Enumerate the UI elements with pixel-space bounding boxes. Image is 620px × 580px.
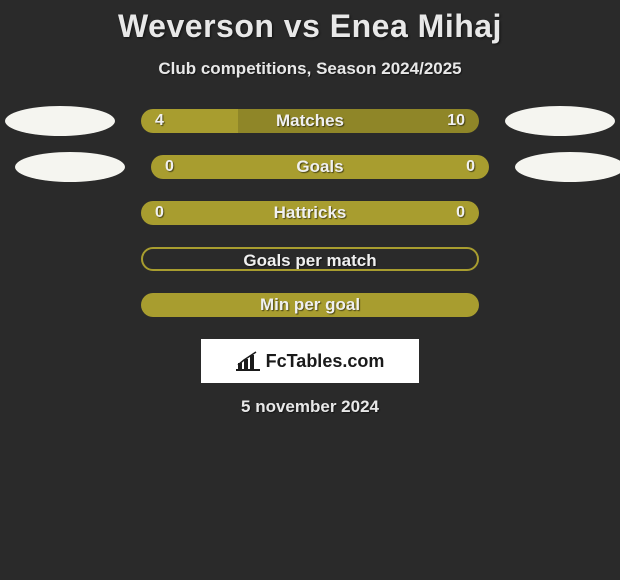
barchart-icon bbox=[236, 351, 260, 371]
stat-row: Min per goal bbox=[0, 293, 620, 317]
spacer bbox=[5, 244, 115, 274]
stat-row: 00Hattricks bbox=[0, 201, 620, 225]
stat-label: Goals bbox=[151, 155, 489, 179]
page-title: Weverson vs Enea Mihaj bbox=[0, 8, 620, 45]
spacer bbox=[505, 198, 615, 228]
stat-label: Min per goal bbox=[141, 293, 479, 317]
stat-label: Hattricks bbox=[141, 201, 479, 225]
logo-box: FcTables.com bbox=[201, 339, 419, 383]
spacer bbox=[5, 198, 115, 228]
stat-rows: 410Matches 00Goals 00Hattricks Goals per ma… bbox=[0, 109, 620, 317]
date-label: 5 november 2024 bbox=[0, 397, 620, 417]
comparison-card: Weverson vs Enea Mihaj Club competitions… bbox=[0, 0, 620, 580]
stat-bar: Goals per match bbox=[141, 247, 479, 271]
stat-bar: 00Goals bbox=[151, 155, 489, 179]
player-right-oval bbox=[505, 106, 615, 136]
stat-bar: 410Matches bbox=[141, 109, 479, 133]
stat-row: Goals per match bbox=[0, 247, 620, 271]
player-left-oval bbox=[15, 152, 125, 182]
stat-label: Matches bbox=[141, 109, 479, 133]
spacer bbox=[505, 244, 615, 274]
stat-row: 410Matches bbox=[0, 109, 620, 133]
player-left-oval bbox=[5, 106, 115, 136]
player-right-oval bbox=[515, 152, 620, 182]
logo-text: FcTables.com bbox=[266, 351, 385, 372]
spacer bbox=[505, 290, 615, 320]
stat-bar: Min per goal bbox=[141, 293, 479, 317]
stat-row: 00Goals bbox=[0, 155, 620, 179]
stat-label: Goals per match bbox=[143, 249, 477, 271]
logo: FcTables.com bbox=[236, 351, 385, 372]
stat-bar: 00Hattricks bbox=[141, 201, 479, 225]
spacer bbox=[5, 290, 115, 320]
page-subtitle: Club competitions, Season 2024/2025 bbox=[0, 59, 620, 79]
